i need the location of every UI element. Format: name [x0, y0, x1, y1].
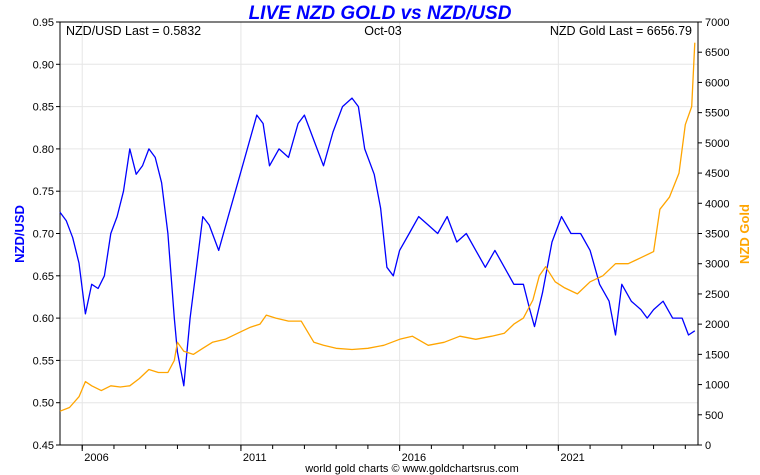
series-layer [59, 42, 696, 412]
left-axis-title: NZD/USD [12, 205, 27, 263]
chart-title: LIVE NZD GOLD vs NZD/USD [249, 3, 512, 24]
left-axis: 0.45 0.50 0.55 0.60 0.65 0.70 0.75 0.80 0.85 0.90… [33, 17, 60, 452]
left-tick-label-2: 0.55 [33, 355, 54, 367]
left-tick-label-0: 0.45 [33, 440, 54, 452]
right-tick-label-11: 5500 [705, 108, 729, 120]
nzdusd-last-readout: NZD/USD Last = 0.5832 [66, 24, 201, 38]
right-tick-label-8: 4000 [705, 198, 729, 210]
footer-credit: world gold charts © www.goldchartsrus.co… [304, 463, 519, 475]
x-tick-label-3: 2021 [560, 452, 584, 464]
x-tick-label-1: 2011 [243, 452, 267, 464]
left-tick-label-3: 0.60 [33, 313, 54, 325]
right-tick-label-7: 3500 [705, 229, 729, 241]
right-tick-label-13: 6500 [705, 47, 729, 59]
x-tick-label-0: 2006 [84, 452, 108, 464]
x-axis: 2006 2011 2016 2021 [81, 445, 686, 464]
nzd-gold-last-readout: NZD Gold Last = 6656.79 [550, 24, 692, 38]
right-tick-label-3: 1500 [705, 349, 729, 361]
right-tick-label-9: 4500 [705, 168, 729, 180]
left-tick-label-7: 0.80 [33, 144, 54, 156]
right-tick-label-0: 0 [705, 440, 711, 452]
right-tick-label-5: 2500 [705, 289, 729, 301]
right-axis: 0 500 1000 1500 2000 2500 3000 3500 4000 4500 5000… [698, 17, 729, 452]
right-tick-label-10: 5000 [705, 138, 729, 150]
right-tick-label-14: 7000 [705, 17, 729, 29]
left-tick-label-10: 0.95 [33, 17, 54, 29]
right-axis-title: NZD Gold [737, 204, 752, 264]
left-tick-label-5: 0.70 [33, 229, 54, 241]
series-line-nzd-gold [59, 42, 696, 412]
x-tick-label-2: 2016 [402, 452, 426, 464]
left-tick-label-8: 0.85 [33, 102, 54, 114]
left-tick-label-6: 0.75 [33, 186, 54, 198]
left-tick-label-4: 0.65 [33, 271, 54, 283]
right-tick-label-6: 3000 [705, 259, 729, 271]
date-readout: Oct-03 [364, 24, 402, 38]
right-tick-label-4: 2000 [705, 319, 729, 331]
series-line-nzd-usd [59, 97, 696, 387]
grid-layer [60, 21, 698, 446]
right-tick-label-12: 6000 [705, 77, 729, 89]
left-tick-label-9: 0.90 [33, 59, 54, 71]
right-tick-label-2: 1000 [705, 380, 729, 392]
left-tick-label-1: 0.50 [33, 398, 54, 410]
right-tick-label-1: 500 [705, 410, 723, 422]
